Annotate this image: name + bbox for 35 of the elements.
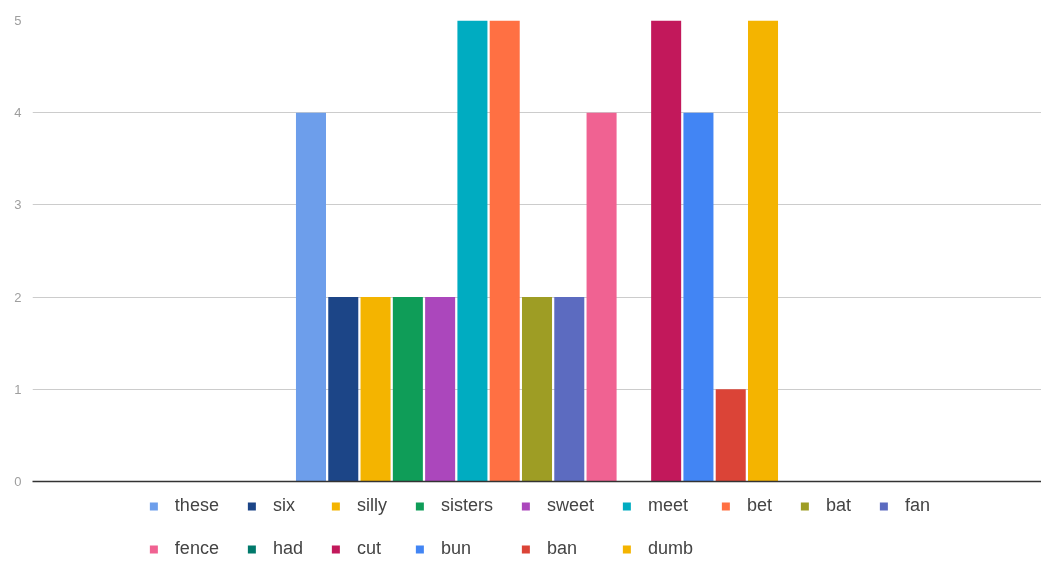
- legend-label: sisters: [440, 495, 493, 516]
- y-tick-label: 4: [14, 105, 22, 121]
- bar: [586, 112, 617, 482]
- bar: [425, 297, 456, 482]
- y-tick-label: 3: [14, 197, 22, 213]
- legend-label: fan: [905, 495, 931, 516]
- bar: [489, 20, 520, 482]
- bar: [521, 297, 553, 482]
- bar: [554, 297, 585, 482]
- legend-label: bet: [747, 495, 773, 516]
- bar: [360, 297, 391, 482]
- legend-label: six: [272, 495, 295, 516]
- legend-label: bun: [440, 538, 472, 559]
- bar: [748, 20, 779, 482]
- bar: [715, 389, 746, 482]
- y-tick-label: 0: [14, 474, 22, 489]
- bar: [328, 297, 359, 482]
- bar: [457, 20, 488, 482]
- legend-label: sweet: [546, 495, 595, 516]
- y-tick-label: 5: [14, 13, 22, 28]
- legend-label: bat: [826, 495, 852, 516]
- legend-label: had: [272, 538, 303, 559]
- bar: [683, 112, 714, 482]
- y-tick-label: 1: [14, 381, 22, 397]
- bar: [651, 20, 682, 482]
- legend-label: fence: [174, 538, 219, 559]
- legend-label: these: [174, 495, 219, 516]
- legend-label: meet: [648, 495, 689, 516]
- y-tick-label: 2: [14, 289, 22, 305]
- legend-label: ban: [546, 538, 578, 559]
- bar: [295, 112, 326, 482]
- legend-label: silly: [356, 495, 387, 516]
- bar: [392, 297, 423, 482]
- legend-label: dumb: [648, 538, 694, 559]
- legend-label: cut: [356, 538, 381, 559]
